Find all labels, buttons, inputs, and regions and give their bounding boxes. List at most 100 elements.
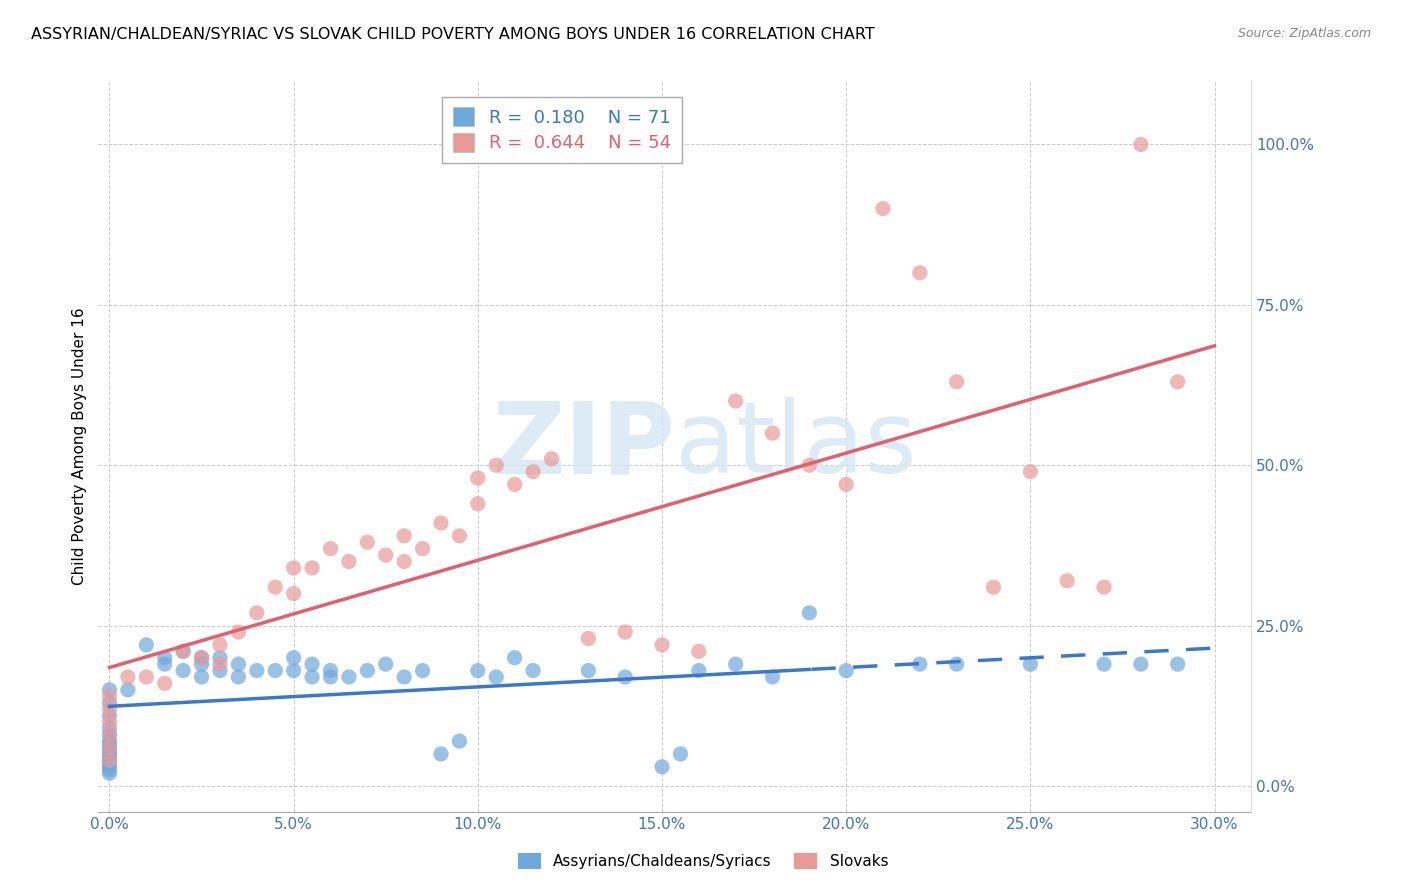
Point <box>98 728 121 742</box>
Point <box>246 664 269 678</box>
Point <box>522 465 544 479</box>
Point <box>761 426 783 441</box>
Point <box>356 535 378 549</box>
Point <box>98 696 121 710</box>
Point <box>283 561 305 575</box>
Y-axis label: Child Poverty Among Boys Under 16: Child Poverty Among Boys Under 16 <box>72 307 87 585</box>
Point <box>449 529 471 543</box>
Point <box>983 580 1005 594</box>
Point <box>153 657 176 672</box>
Point <box>908 657 931 672</box>
Point <box>688 644 710 658</box>
Point <box>1129 137 1152 152</box>
Point <box>301 670 323 684</box>
Point <box>153 650 176 665</box>
Point <box>117 682 139 697</box>
Point <box>172 664 194 678</box>
Point <box>614 625 637 640</box>
Point <box>190 650 212 665</box>
Point <box>614 670 637 684</box>
Point <box>264 664 287 678</box>
Point <box>98 690 121 704</box>
Point <box>98 766 121 780</box>
Point <box>301 561 323 575</box>
Point <box>356 664 378 678</box>
Point <box>135 670 157 684</box>
Point <box>467 497 489 511</box>
Point <box>430 747 453 761</box>
Point <box>172 644 194 658</box>
Point <box>98 744 121 758</box>
Point <box>835 664 858 678</box>
Point <box>208 664 231 678</box>
Point <box>98 753 121 767</box>
Point <box>724 657 747 672</box>
Point <box>98 760 121 774</box>
Point <box>669 747 692 761</box>
Point <box>1056 574 1078 588</box>
Text: ZIP: ZIP <box>492 398 675 494</box>
Legend: R =  0.180    N = 71, R =  0.644    N = 54: R = 0.180 N = 71, R = 0.644 N = 54 <box>441 96 682 163</box>
Point <box>392 529 415 543</box>
Point <box>392 554 415 568</box>
Point <box>374 657 396 672</box>
Point <box>412 664 434 678</box>
Point <box>172 644 194 658</box>
Legend: Assyrians/Chaldeans/Syriacs, Slovaks: Assyrians/Chaldeans/Syriacs, Slovaks <box>512 847 894 875</box>
Point <box>799 606 821 620</box>
Point <box>98 682 121 697</box>
Point <box>190 650 212 665</box>
Point <box>1167 375 1189 389</box>
Point <box>228 657 250 672</box>
Point <box>301 657 323 672</box>
Point <box>522 664 544 678</box>
Point <box>651 638 673 652</box>
Point <box>98 721 121 735</box>
Point <box>98 714 121 729</box>
Point <box>228 625 250 640</box>
Point <box>208 650 231 665</box>
Point <box>908 266 931 280</box>
Point <box>1092 580 1115 594</box>
Point <box>117 670 139 684</box>
Point <box>283 586 305 600</box>
Point <box>98 734 121 748</box>
Point <box>319 541 342 556</box>
Point <box>576 664 599 678</box>
Point <box>98 750 121 764</box>
Point <box>98 756 121 771</box>
Point <box>98 753 121 767</box>
Point <box>945 657 967 672</box>
Point <box>246 606 269 620</box>
Point <box>264 580 287 594</box>
Point <box>337 554 360 568</box>
Point <box>412 541 434 556</box>
Point <box>153 676 176 690</box>
Point <box>1019 465 1042 479</box>
Point <box>319 664 342 678</box>
Point <box>503 650 526 665</box>
Point <box>337 670 360 684</box>
Point <box>98 728 121 742</box>
Point <box>945 375 967 389</box>
Point <box>799 458 821 473</box>
Point <box>761 670 783 684</box>
Point <box>1092 657 1115 672</box>
Point <box>872 202 894 216</box>
Point <box>98 740 121 755</box>
Point <box>724 394 747 409</box>
Point <box>1129 657 1152 672</box>
Point <box>283 664 305 678</box>
Point <box>190 670 212 684</box>
Point <box>392 670 415 684</box>
Point <box>98 740 121 755</box>
Point <box>1019 657 1042 672</box>
Point <box>449 734 471 748</box>
Point <box>98 737 121 751</box>
Point <box>98 763 121 777</box>
Point <box>430 516 453 530</box>
Point <box>98 702 121 716</box>
Point <box>540 451 562 466</box>
Point <box>467 471 489 485</box>
Point <box>688 664 710 678</box>
